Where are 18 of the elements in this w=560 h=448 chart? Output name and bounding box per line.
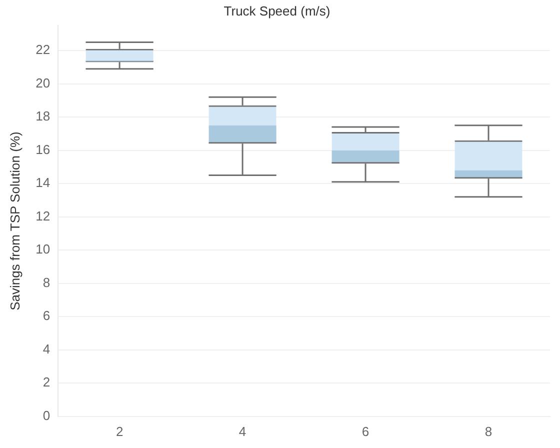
y-tick-label: 12 (36, 208, 50, 224)
y-tick-label: 14 (36, 175, 50, 190)
y-tick-label: 18 (36, 108, 50, 124)
x-axis-title: Truck Speed (m/s) (224, 3, 330, 18)
x-tick-label: 8 (484, 424, 492, 439)
y-tick-label: 16 (36, 142, 50, 157)
y-tick-label: 10 (36, 242, 50, 257)
y-tick-label: 20 (36, 75, 50, 90)
y-tick-label: 2 (42, 374, 50, 390)
y-tick-label: 22 (36, 42, 50, 58)
y-tick-label: 4 (42, 341, 50, 356)
y-tick-label: 0 (42, 408, 50, 423)
y-tick-label: 6 (42, 308, 50, 324)
x-tick-label: 2 (116, 424, 124, 439)
x-tick-label: 6 (362, 424, 370, 439)
x-tick-label: 4 (238, 424, 246, 439)
y-tick-label: 8 (42, 274, 50, 290)
y-axis-title: Savings from TSP Solution (%) (7, 132, 22, 310)
